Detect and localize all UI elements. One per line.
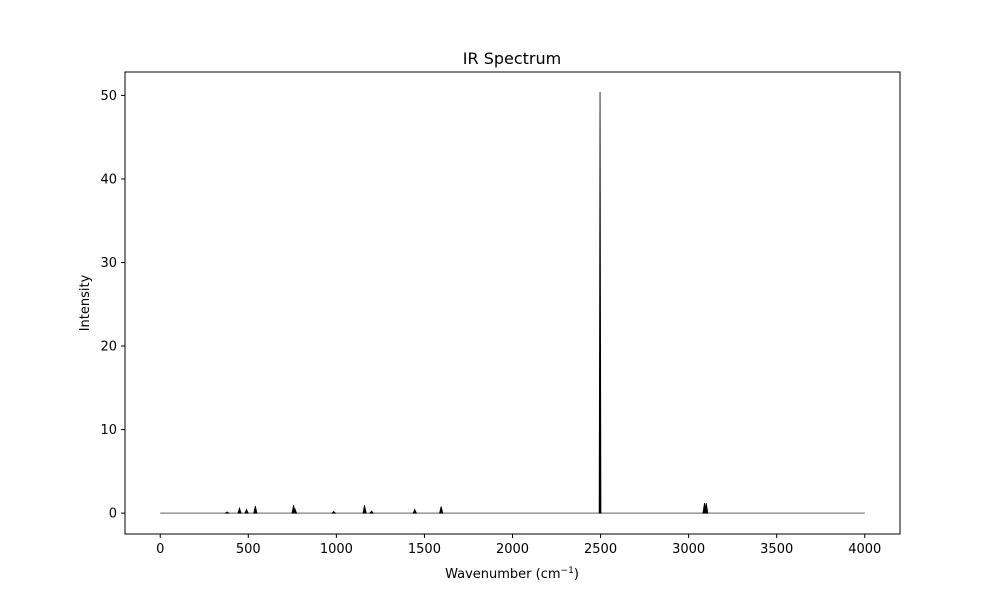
- spectrum-peak: [224, 511, 230, 514]
- y-tick-label: 20: [100, 340, 117, 355]
- spectrum-peak: [237, 506, 242, 514]
- x-tick-label: 4000: [848, 542, 881, 557]
- x-tick-label: 3500: [760, 542, 793, 557]
- plot-area: [160, 92, 865, 514]
- y-tick-label: 10: [100, 423, 117, 438]
- y-axis-label: Intensity: [78, 274, 93, 331]
- y-axis: 0 10 20 30 40 50: [100, 89, 125, 522]
- x-axis-label: Wavenumber (cm−1): [445, 566, 579, 582]
- x-tick-label: 2500: [584, 542, 617, 557]
- spectrum-peak: [439, 506, 444, 514]
- spectrum-peak: [704, 503, 709, 514]
- plot-frame: [124, 71, 901, 535]
- y-tick-label: 30: [100, 256, 117, 271]
- chart-title: IR Spectrum: [463, 49, 561, 68]
- spectrum-peak: [253, 505, 258, 514]
- x-axis: 0 500 1000 1500 2000 2500 3000 3500 4000: [156, 534, 881, 557]
- y-tick-label: 40: [100, 172, 117, 187]
- x-tick-label: 500: [236, 542, 261, 557]
- spectrum-peak: [369, 510, 375, 514]
- x-tick-label: 1500: [408, 542, 441, 557]
- x-tick-label: 1000: [320, 542, 353, 557]
- x-tick-label: 0: [156, 542, 164, 557]
- spectrum-peak: [331, 510, 337, 514]
- spectrum-peak: [244, 508, 249, 514]
- spectrum-peak: [412, 508, 417, 514]
- y-tick-label: 0: [109, 507, 117, 522]
- spectrum-peak: [362, 505, 367, 514]
- y-tick-label: 50: [100, 89, 117, 104]
- x-axis-label-exponent: −1: [561, 566, 574, 576]
- spectrum-peak: [292, 507, 298, 514]
- spectrum-peak: [598, 92, 602, 514]
- x-tick-label: 2000: [496, 542, 529, 557]
- x-tick-label: 3000: [672, 542, 705, 557]
